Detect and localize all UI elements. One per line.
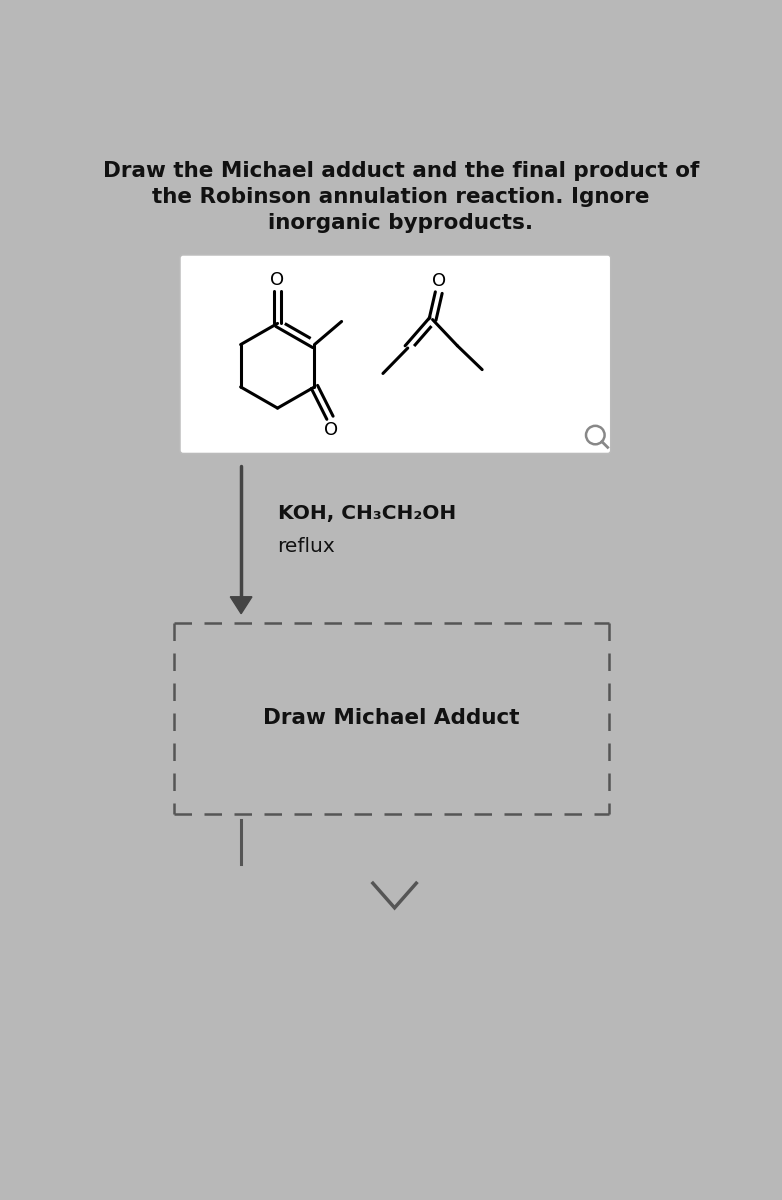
Polygon shape <box>230 596 252 613</box>
Text: O: O <box>271 270 285 288</box>
Text: Draw Michael Adduct: Draw Michael Adduct <box>264 708 520 728</box>
Text: reflux: reflux <box>278 538 335 557</box>
Text: O: O <box>325 421 339 439</box>
Text: Draw the Michael adduct and the final product of: Draw the Michael adduct and the final pr… <box>102 161 699 181</box>
FancyBboxPatch shape <box>180 254 611 454</box>
Text: KOH, CH₃CH₂OH: KOH, CH₃CH₂OH <box>278 504 456 523</box>
Text: inorganic byproducts.: inorganic byproducts. <box>268 214 533 233</box>
Text: the Robinson annulation reaction. Ignore: the Robinson annulation reaction. Ignore <box>152 187 650 208</box>
Text: O: O <box>432 272 447 290</box>
